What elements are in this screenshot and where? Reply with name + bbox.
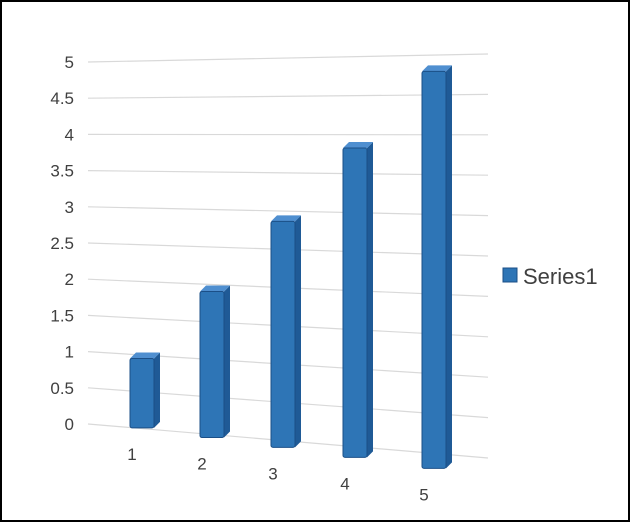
x-tick-label: 1: [127, 445, 136, 464]
x-tick-label: 3: [268, 464, 277, 483]
bar-side-face: [367, 142, 373, 458]
bar-top-face: [422, 65, 452, 72]
y-tick-label: 2.5: [50, 234, 74, 253]
legend: Series1: [502, 264, 598, 289]
bar-top-face: [130, 352, 160, 359]
bar-top-face: [343, 142, 373, 149]
bar-side-face: [295, 215, 301, 448]
y-tick-label: 0.5: [50, 379, 74, 398]
y-axis-ticks: 0 0.5 1 1.5 2 2.5 3 3.5 4 4.5 5: [50, 53, 74, 434]
gridline: [87, 53, 489, 63]
y-tick-label: 3: [65, 198, 74, 217]
gridline: [87, 206, 489, 217]
bar-top-face: [271, 215, 301, 222]
bars: [129, 65, 452, 469]
y-tick-label: 5: [65, 53, 74, 72]
bar: [129, 357, 155, 429]
x-tick-label: 5: [419, 485, 428, 504]
bar: [342, 147, 368, 458]
bar: [270, 220, 296, 448]
y-tick-label: 1: [65, 343, 74, 362]
gridline: [87, 93, 489, 99]
y-tick-label: 2: [65, 270, 74, 289]
gridline: [87, 170, 489, 176]
y-tick-label: 4: [65, 125, 74, 144]
y-tick-label: 0: [65, 415, 74, 434]
legend-swatch-series1: [502, 267, 518, 283]
bar: [199, 291, 225, 439]
bar-side-face: [446, 65, 452, 469]
x-tick-label: 4: [340, 474, 349, 493]
y-tick-label: 3.5: [50, 162, 74, 181]
y-tick-label: 4.5: [50, 89, 74, 108]
bar: [421, 70, 447, 469]
bar-side-face: [154, 352, 160, 428]
bar-side-face: [224, 285, 230, 438]
legend-label-series1: Series1: [523, 264, 598, 289]
y-tick-label: 1.5: [50, 306, 74, 325]
bar-top-face: [200, 285, 230, 292]
x-axis-ticks: 1 2 3 4 5: [127, 445, 428, 505]
x-tick-label: 2: [197, 455, 206, 474]
